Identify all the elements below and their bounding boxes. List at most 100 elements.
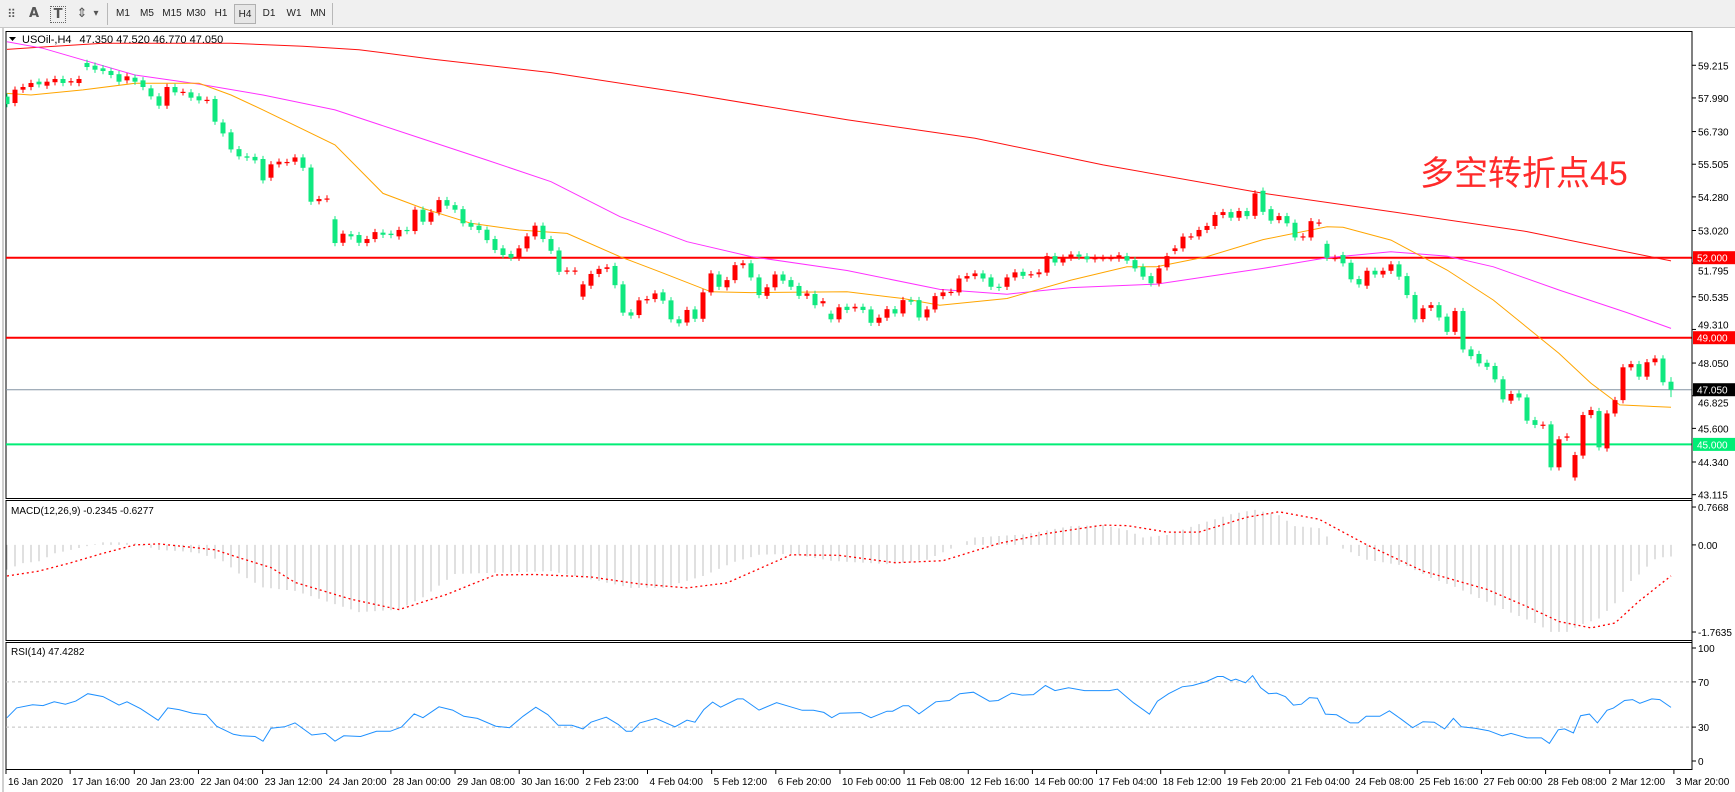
- candle[interactable]: [884, 309, 890, 318]
- candle[interactable]: [1444, 316, 1450, 332]
- candle[interactable]: [788, 280, 794, 287]
- candle[interactable]: [164, 87, 170, 106]
- candle[interactable]: [324, 198, 330, 200]
- candle[interactable]: [780, 274, 786, 281]
- candle[interactable]: [1668, 381, 1674, 390]
- candle[interactable]: [92, 65, 98, 70]
- annotation-text[interactable]: 多空转折点45: [1420, 155, 1628, 193]
- timeframe-m30[interactable]: M30: [186, 8, 206, 19]
- candle[interactable]: [1300, 236, 1306, 238]
- candle[interactable]: [1380, 270, 1386, 275]
- candle[interactable]: [68, 81, 74, 83]
- candle[interactable]: [1292, 222, 1298, 238]
- candle[interactable]: [812, 293, 818, 306]
- candle[interactable]: [1164, 256, 1170, 268]
- timeframe-w1[interactable]: W1: [286, 8, 302, 19]
- candle[interactable]: [1100, 257, 1106, 260]
- candle[interactable]: [1636, 364, 1642, 377]
- candle[interactable]: [660, 292, 666, 301]
- candle[interactable]: [412, 209, 418, 232]
- candle[interactable]: [308, 167, 314, 202]
- candle[interactable]: [1660, 358, 1666, 383]
- candle[interactable]: [316, 199, 322, 202]
- candle[interactable]: [1388, 264, 1394, 271]
- candle[interactable]: [1516, 393, 1522, 398]
- candle[interactable]: [268, 164, 274, 178]
- candle[interactable]: [12, 89, 18, 104]
- candle[interactable]: [220, 122, 226, 134]
- candle[interactable]: [1052, 256, 1058, 263]
- candle[interactable]: [116, 74, 122, 82]
- candle[interactable]: [1244, 211, 1250, 217]
- candle[interactable]: [996, 286, 1002, 288]
- candle[interactable]: [716, 274, 722, 287]
- candle[interactable]: [540, 225, 546, 240]
- candle[interactable]: [1364, 270, 1370, 286]
- candle[interactable]: [1044, 256, 1050, 273]
- candle[interactable]: [796, 285, 802, 296]
- candle[interactable]: [836, 307, 842, 320]
- candle[interactable]: [972, 273, 978, 277]
- candle[interactable]: [108, 71, 114, 76]
- candle[interactable]: [1212, 215, 1218, 226]
- candle[interactable]: [1004, 277, 1010, 287]
- candle[interactable]: [948, 291, 954, 294]
- candle[interactable]: [1140, 266, 1146, 277]
- candle[interactable]: [828, 313, 834, 320]
- candle[interactable]: [1060, 257, 1066, 263]
- candle[interactable]: [1652, 358, 1658, 363]
- candle[interactable]: [764, 287, 770, 296]
- candle[interactable]: [748, 263, 754, 278]
- candle[interactable]: [204, 99, 210, 102]
- candle[interactable]: [1404, 276, 1410, 296]
- candle[interactable]: [20, 87, 26, 90]
- candle[interactable]: [908, 300, 914, 302]
- candle[interactable]: [140, 80, 146, 88]
- candle[interactable]: [1356, 279, 1362, 285]
- candle[interactable]: [1572, 455, 1578, 478]
- candle[interactable]: [1020, 271, 1026, 276]
- candle[interactable]: [1308, 221, 1314, 238]
- candle[interactable]: [84, 63, 90, 68]
- candle[interactable]: [596, 268, 602, 274]
- candle[interactable]: [1452, 311, 1458, 332]
- candle[interactable]: [364, 239, 370, 244]
- candle[interactable]: [940, 292, 946, 297]
- candle[interactable]: [964, 276, 970, 279]
- candle[interactable]: [708, 273, 714, 293]
- candle[interactable]: [804, 293, 810, 296]
- candle[interactable]: [1476, 353, 1482, 364]
- candle[interactable]: [132, 77, 138, 82]
- candle[interactable]: [1148, 276, 1154, 284]
- candle[interactable]: [396, 229, 402, 237]
- candle[interactable]: [380, 232, 386, 235]
- candle[interactable]: [572, 270, 578, 272]
- candle[interactable]: [28, 83, 34, 88]
- candle[interactable]: [1436, 305, 1442, 318]
- candle[interactable]: [628, 312, 634, 316]
- candle[interactable]: [348, 234, 354, 237]
- timeframe-m5[interactable]: M5: [140, 8, 154, 19]
- candle[interactable]: [612, 265, 618, 286]
- chevron-down-icon[interactable]: ▾: [93, 8, 99, 19]
- candle[interactable]: [956, 278, 962, 293]
- candle[interactable]: [452, 205, 458, 210]
- candle[interactable]: [1508, 393, 1514, 401]
- candle[interactable]: [124, 76, 130, 81]
- candle[interactable]: [604, 267, 610, 269]
- candle[interactable]: [1180, 236, 1186, 249]
- candle[interactable]: [916, 300, 922, 318]
- grid-f-icon[interactable]: ⠿: [7, 7, 16, 21]
- candle[interactable]: [1460, 311, 1466, 350]
- candle[interactable]: [1036, 272, 1042, 275]
- candle[interactable]: [1172, 248, 1178, 252]
- timeframe-h4[interactable]: H4: [234, 4, 256, 24]
- candle[interactable]: [892, 309, 898, 314]
- candle[interactable]: [668, 300, 674, 320]
- candle[interactable]: [1260, 190, 1266, 212]
- candle[interactable]: [1620, 367, 1626, 401]
- candle[interactable]: [932, 296, 938, 310]
- candle[interactable]: [1428, 305, 1434, 308]
- candle[interactable]: [468, 223, 474, 227]
